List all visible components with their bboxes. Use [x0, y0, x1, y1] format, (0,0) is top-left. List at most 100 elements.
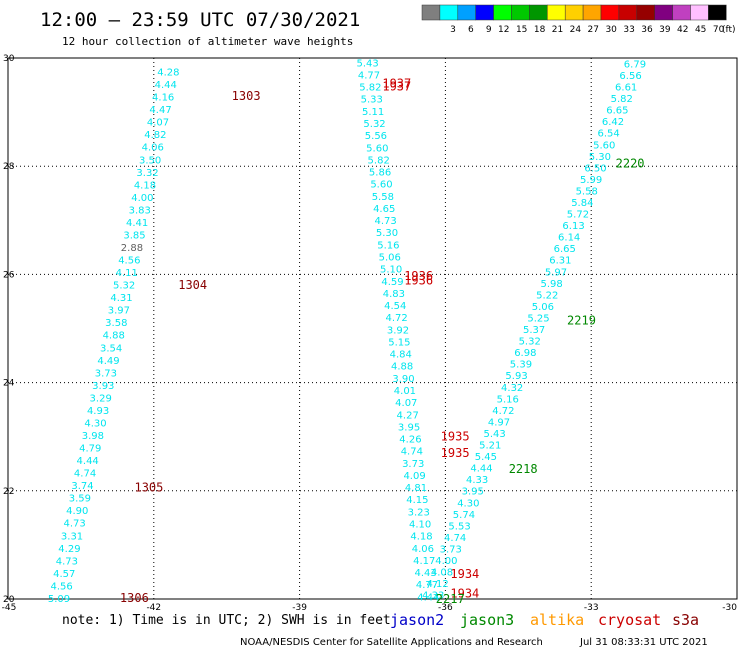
swh-value: 3.58: [105, 318, 127, 329]
y-tick-label: 22: [3, 487, 14, 497]
scale-box: [529, 4, 548, 21]
pass-time-label: 1304: [178, 278, 207, 292]
pass-time-label: 1936: [404, 273, 433, 287]
swh-value: 4.26: [399, 435, 421, 446]
scale-label: 45: [695, 25, 706, 35]
legend-altika: altika: [530, 611, 584, 629]
swh-value: 4.65: [373, 204, 395, 215]
swh-value: 4.73: [56, 556, 78, 567]
scale-box: [636, 4, 655, 21]
swh-value: 5.25: [527, 313, 549, 324]
swh-value: 5.22: [536, 290, 558, 301]
swh-value: 3.95: [462, 487, 484, 498]
swh-value: 5.43: [357, 58, 379, 69]
legend-jason3: jason3: [460, 611, 514, 629]
swh-value: 4.97: [488, 417, 510, 428]
swh-value: 3.90: [392, 374, 414, 385]
swh-value: 5.45: [475, 452, 497, 463]
swh-value: 5.99: [580, 175, 602, 186]
swh-value: 4.88: [103, 331, 125, 342]
pass-time-label: 2218: [509, 462, 538, 476]
swh-value: 4.74: [401, 447, 423, 458]
satellite-legend: jason2 jason3 altika cryosat s3a: [390, 611, 699, 629]
swh-value: 3.83: [129, 205, 151, 216]
pass-time-label: 1934: [450, 567, 479, 581]
swh-value: 3.74: [71, 481, 93, 492]
scale-label: 42: [677, 25, 688, 35]
swh-value: 4.06: [142, 143, 164, 154]
swh-value: 4.31: [110, 293, 132, 304]
swh-value: 4.44: [155, 80, 177, 91]
swh-value: 6.13: [562, 221, 584, 232]
swh-value: 4.33: [466, 475, 488, 486]
pass-time-label: 2220: [616, 156, 645, 170]
swh-value: 5.93: [505, 371, 527, 382]
swh-value: 5.74: [453, 510, 475, 521]
swh-value: 4.33: [422, 591, 444, 602]
plot-grid: [7, 57, 738, 600]
legend-s3a: s3a: [672, 611, 699, 629]
y-tick-label: 20: [3, 595, 15, 605]
swh-value: 5.86: [369, 168, 391, 179]
swh-value: 3.73: [440, 544, 462, 555]
swh-value: 5.60: [593, 140, 615, 151]
swh-value: 4.74: [74, 469, 96, 480]
scale-label: 12: [498, 25, 509, 35]
swh-value: 5.53: [448, 521, 470, 532]
swh-value: 3.85: [123, 230, 145, 241]
swh-value: 4.18: [410, 532, 432, 543]
swh-value: 4.09: [403, 471, 425, 482]
swh-value: 3.97: [108, 306, 130, 317]
swh-value: 4.73: [64, 519, 86, 530]
y-tick-label: 28: [3, 162, 15, 172]
pass-time-label: 2219: [567, 313, 596, 327]
swh-value: 4.47: [149, 105, 171, 116]
swh-value: 5.21: [479, 441, 501, 452]
swh-value: 4.56: [118, 256, 140, 267]
swh-value: 3.29: [90, 393, 112, 404]
swh-value: 6.54: [597, 129, 619, 140]
swh-value: 4.90: [66, 506, 88, 517]
swh-value: 6.31: [549, 256, 571, 267]
swh-value: 3.95: [398, 422, 420, 433]
swh-value: 4.72: [492, 406, 514, 417]
swh-value: 6.79: [624, 59, 646, 70]
swh-value: 4.83: [383, 289, 405, 300]
scale-label: 15: [516, 25, 527, 35]
swh-value: 5.84: [571, 198, 593, 209]
swh-value: 4.44: [77, 456, 99, 467]
swh-value: 4.56: [51, 581, 73, 592]
swh-value: 4.12: [427, 579, 449, 590]
swh-value: 4.81: [405, 483, 427, 494]
x-tick-label: -36: [438, 603, 453, 613]
scale-box: [600, 4, 620, 21]
swh-value: 5.43: [484, 429, 506, 440]
swh-value: 5.09: [48, 594, 70, 605]
swh-value: 5.16: [497, 394, 519, 405]
swh-value: 4.32: [501, 383, 523, 394]
swh-value: 3.73: [95, 368, 117, 379]
pass-time-label: 1936: [404, 269, 433, 283]
scale-box: [493, 4, 512, 21]
pass-time-label: 2217: [436, 592, 465, 606]
swh-value: 4.00: [131, 193, 153, 204]
chart-title: 12:00 – 23:59 UTC 07/30/2021: [40, 9, 360, 31]
swh-value: 6.65: [606, 106, 628, 117]
swh-value: 4.10: [409, 519, 431, 530]
swh-value: 4.06: [412, 544, 434, 555]
pass-time-label: 1935: [441, 430, 470, 444]
swh-value: 5.16: [377, 240, 399, 251]
swh-value: 4.79: [79, 444, 101, 455]
scale-label: 27: [588, 25, 599, 35]
scale-box: [439, 4, 459, 21]
swh-value: 4.18: [134, 180, 156, 191]
pass-time-label: 1937: [382, 80, 411, 94]
credit-timestamp: Jul 31 08:33:31 UTC 2021: [579, 637, 708, 648]
swh-value: 4.11: [116, 268, 138, 279]
swh-value: 4.93: [87, 406, 109, 417]
swh-value: 4.01: [394, 386, 416, 397]
swh-value: 4.28: [157, 68, 179, 79]
x-tick-label: -33: [584, 603, 599, 613]
scale-box: [690, 4, 709, 21]
